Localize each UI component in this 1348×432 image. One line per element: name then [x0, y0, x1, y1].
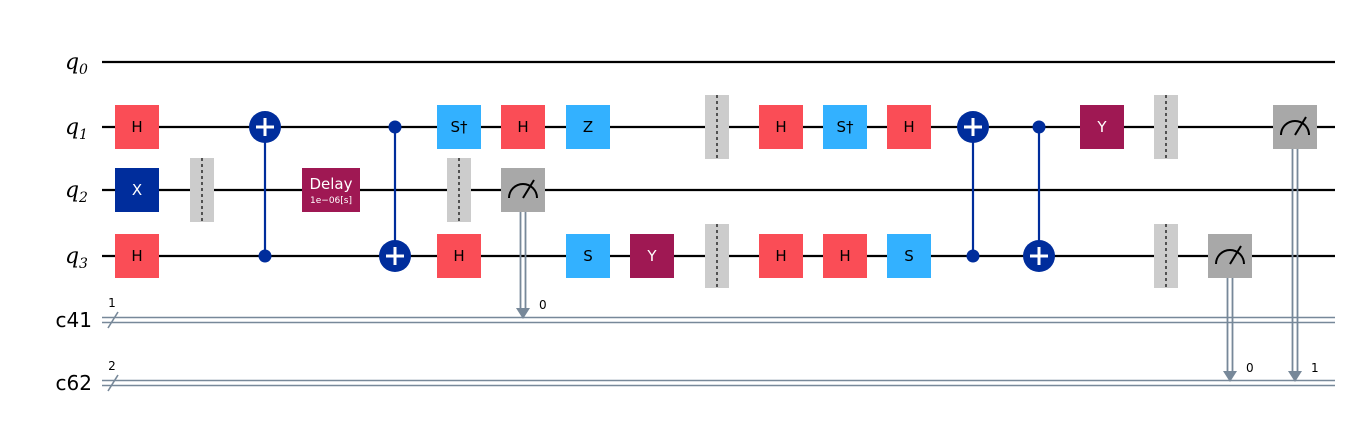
- gate-label: S†: [836, 118, 854, 136]
- barrier-5: [1154, 224, 1178, 288]
- cnot-control-dot: [966, 249, 980, 263]
- cnot-gate-3: [1023, 120, 1055, 272]
- qubit-label-name: q: [65, 244, 79, 269]
- measure-arrow-icon: [1288, 371, 1302, 382]
- creg-size-0: 1: [108, 296, 116, 310]
- cnot-gate-1: [379, 120, 411, 272]
- gate-h-0: H: [115, 105, 159, 149]
- gate-label: H: [131, 247, 142, 265]
- gate-y-9: Y: [630, 234, 674, 278]
- cnot-gate-2: [957, 111, 989, 263]
- gate-label: S†: [450, 118, 468, 136]
- meter-icon: [1280, 116, 1310, 136]
- gate-h-6: H: [501, 105, 545, 149]
- barrier-0: [190, 158, 214, 222]
- gate-label: H: [903, 118, 914, 136]
- creg-label-0: c41: [56, 308, 92, 332]
- gate-y-16: Y: [1080, 105, 1124, 149]
- gate-h-5: H: [437, 234, 481, 278]
- gate-z-7: Z: [566, 105, 610, 149]
- gate-s-12: S†: [823, 105, 867, 149]
- barrier-2: [705, 95, 729, 159]
- measure-bit-index: 1: [1311, 361, 1319, 375]
- qubit-label-name: q: [65, 178, 79, 203]
- qubit-label-index: 0: [79, 62, 88, 78]
- barrier-3: [705, 224, 729, 288]
- creg-bus-slash-1: [107, 374, 119, 392]
- cnot-control-dot: [258, 249, 272, 263]
- gate-s-8: S: [566, 234, 610, 278]
- gate-label: H: [517, 118, 528, 136]
- gate-h-2: H: [115, 234, 159, 278]
- qubit-label-index: 3: [79, 256, 88, 272]
- gate-h-10: H: [759, 105, 803, 149]
- qubit-label-name: q: [65, 115, 79, 140]
- creg-size-1: 2: [108, 359, 116, 373]
- gate-label: X: [132, 181, 142, 199]
- gate-label: H: [131, 118, 142, 136]
- gate-label: H: [453, 247, 464, 265]
- measure-arrow-icon: [516, 308, 530, 319]
- qubit-label-name: q: [65, 50, 79, 75]
- gate-label: S: [904, 247, 914, 265]
- cnot-target-icon: [249, 111, 281, 143]
- gates-layer: H X H Delay 1e−06[s] S† H H Z S Y H H S† H H S Y 0 0 1: [115, 95, 1319, 382]
- delay-gate-label: Delay: [309, 175, 352, 193]
- qubit-label-index: 2: [78, 190, 88, 206]
- cnot-target-icon: [1023, 240, 1055, 272]
- gate-h-14: H: [887, 105, 931, 149]
- gate-label: Y: [646, 247, 657, 265]
- gate-label: H: [775, 247, 786, 265]
- gate-h-11: H: [759, 234, 803, 278]
- cnot-control-dot: [1032, 120, 1046, 134]
- cnot-control-dot: [388, 120, 402, 134]
- qubit-label-index: 1: [79, 127, 88, 143]
- gate-s-4: S†: [437, 105, 481, 149]
- barrier-1: [447, 158, 471, 222]
- gate-label: S: [583, 247, 593, 265]
- measure-gate-2: 1: [1273, 105, 1319, 382]
- measure-gate-1: 0: [1208, 234, 1254, 382]
- gate-label: Y: [1096, 118, 1107, 136]
- barrier-4: [1154, 95, 1178, 159]
- measure-bit-index: 0: [1246, 361, 1254, 375]
- meter-icon: [1215, 245, 1245, 265]
- delay-gate-duration: 1e−06[s]: [310, 196, 352, 206]
- cnot-gate-0: [249, 111, 281, 263]
- creg-bus-slash-0: [107, 311, 119, 329]
- gate-x-1: X: [115, 168, 159, 212]
- gate-delay-3: Delay 1e−06[s]: [302, 168, 360, 212]
- creg-label-1: c62: [56, 371, 92, 395]
- measure-gate-0: 0: [501, 168, 547, 319]
- cnot-target-icon: [957, 111, 989, 143]
- measure-bit-index: 0: [539, 298, 547, 312]
- cnot-target-icon: [379, 240, 411, 272]
- measure-arrow-icon: [1223, 371, 1237, 382]
- gate-label: H: [839, 247, 850, 265]
- gate-s-15: S: [887, 234, 931, 278]
- gate-label: Z: [583, 118, 593, 136]
- gate-h-13: H: [823, 234, 867, 278]
- gate-label: H: [775, 118, 786, 136]
- meter-icon: [508, 179, 538, 199]
